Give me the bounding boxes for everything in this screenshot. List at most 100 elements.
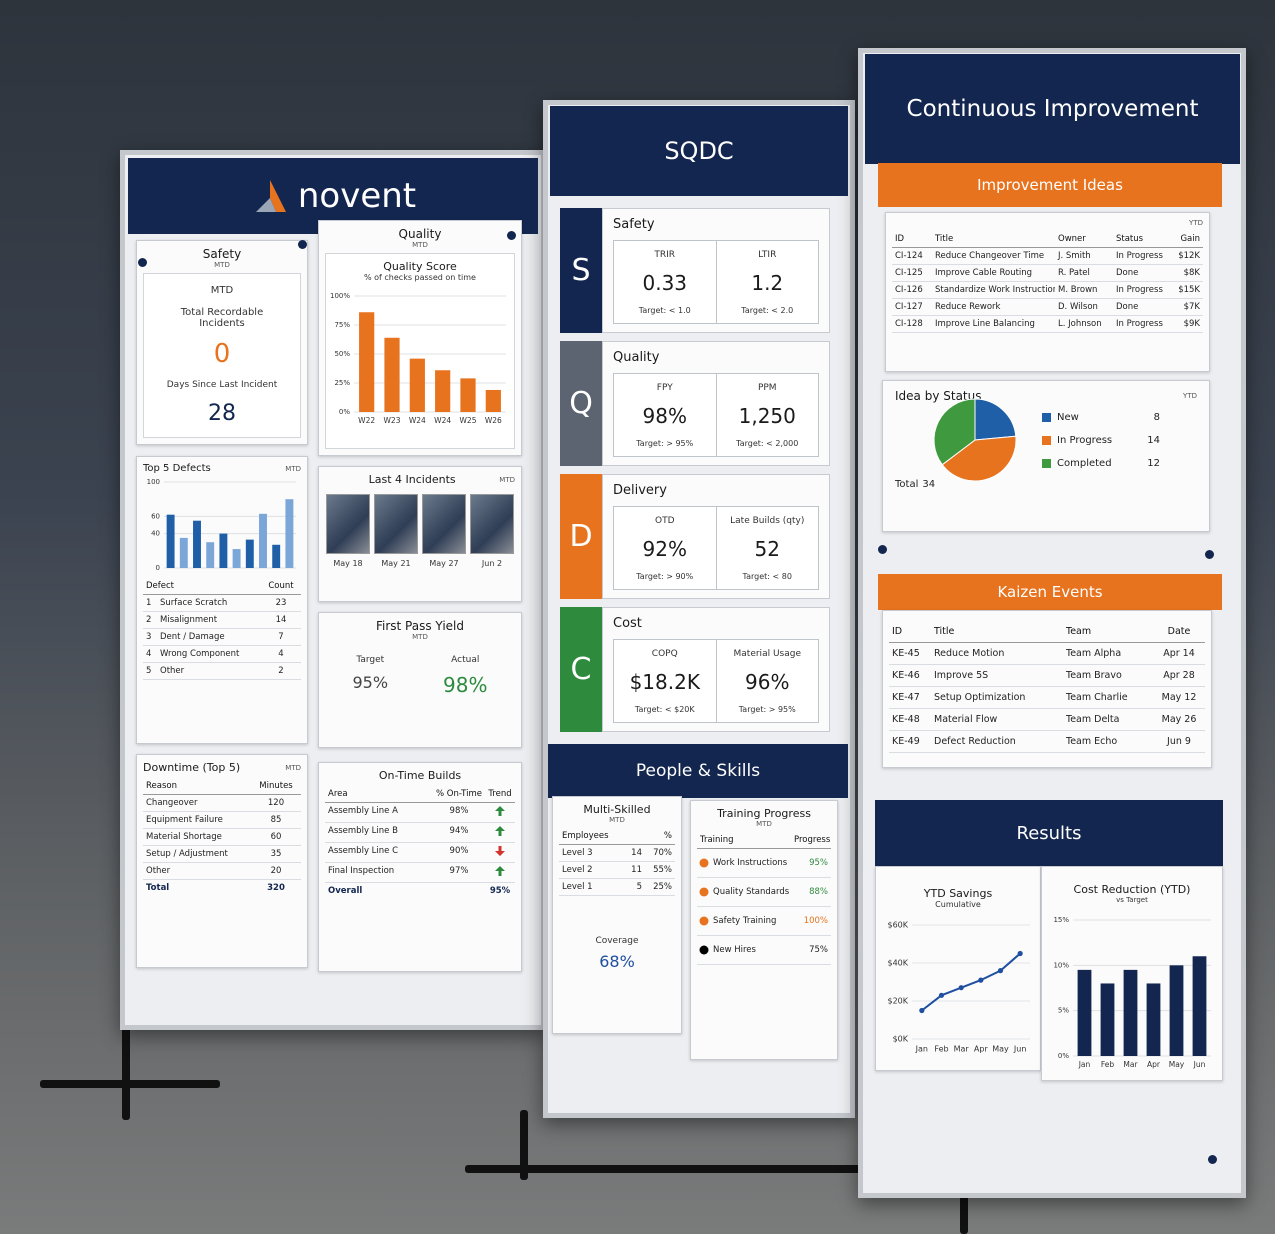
- pin: [878, 545, 887, 554]
- sqdc-row: Q Quality FPY 98% Target: > 95% PPM 1,250 Targe…: [560, 341, 830, 466]
- table-header: Owner: [1055, 231, 1113, 248]
- line: [921, 952, 1021, 1012]
- table-header: Title: [931, 621, 1063, 643]
- table-cell: 4: [143, 646, 157, 663]
- table-cell: 60: [251, 829, 301, 846]
- table-cell: Other: [143, 863, 251, 880]
- kaizen-header: Kaizen Events: [878, 574, 1222, 610]
- pie-slice: [941, 435, 1017, 482]
- table-cell: Apr 14: [1153, 643, 1205, 665]
- stand: [122, 1020, 130, 1120]
- icon: [699, 887, 709, 897]
- metric-label: COPQ: [651, 648, 678, 659]
- table-cell: 120: [251, 795, 301, 812]
- y-tick-label: 0%: [1058, 1052, 1069, 1060]
- title: On-Time Builds: [378, 769, 462, 782]
- label: Total Recordable Incidents: [180, 306, 264, 329]
- pie-row: New 8 In Progress 14 Completed 12: [895, 397, 1197, 483]
- icon: [699, 858, 709, 868]
- training-card: Training Progress MTD Training Progress Work…: [690, 800, 838, 1060]
- value: 0: [213, 339, 231, 370]
- legend-label: In Progress: [1057, 434, 1113, 446]
- ideas-header: Improvement Ideas: [878, 163, 1222, 207]
- sqdc-row: C Cost COPQ $18.2K Target: < $20K Material Us…: [560, 607, 830, 732]
- x-tick-label: Jan: [915, 1045, 928, 1054]
- legend-entry: Completed 12: [1042, 458, 1160, 469]
- x-tick-label: W24: [409, 416, 426, 425]
- bar: [384, 337, 400, 412]
- x-tick-label: W22: [358, 416, 375, 425]
- table: Reason Minutes Changeover 120 Equipment Fail…: [143, 778, 301, 896]
- table-cell: Team Delta: [1063, 709, 1153, 731]
- table-cell: Assembly Line A: [325, 803, 433, 823]
- ci-header: Continuous Improvement: [865, 54, 1240, 164]
- bar: [219, 533, 228, 568]
- savings-card: YTD Savings Cumulative $0K $20K $40K $60K Jan F…: [875, 866, 1041, 1071]
- period: MTD: [412, 241, 428, 249]
- table-cell: 95%: [791, 849, 831, 878]
- table-cell: In Progress: [1113, 248, 1169, 265]
- table-cell: Standardize Work Instructions: [932, 282, 1055, 299]
- sqdc-row: S Safety TRIR 0.33 Target: < 1.0 LTIR 1.2 Targe…: [560, 208, 830, 333]
- bar: [1169, 965, 1184, 1056]
- name: Cost: [613, 616, 642, 631]
- y-tick-label: 100: [147, 478, 160, 486]
- multi-card: Multi-Skilled MTD Employees% Level 3 14 70% Le…: [552, 796, 682, 1034]
- training-icon: [699, 945, 709, 955]
- table-header: Gain: [1169, 231, 1203, 248]
- y-tick-label: $60K: [887, 921, 908, 930]
- table-cell: 55%: [645, 862, 675, 879]
- y-tick-label: 100%: [330, 292, 350, 300]
- people-header: People & Skills: [548, 744, 848, 798]
- period: MTD: [756, 820, 772, 828]
- metric-target: Target: > 95%: [636, 438, 694, 448]
- letter: Q: [560, 341, 602, 466]
- trend-arrow: [495, 846, 505, 856]
- table-cell: Improve 5S: [931, 665, 1063, 687]
- sqdc-header: SQDC: [550, 106, 848, 196]
- table-cell: 85: [251, 812, 301, 829]
- letter: C: [560, 607, 602, 732]
- x-tick-label: W25: [460, 416, 477, 425]
- table-header: Title: [932, 231, 1055, 248]
- training-icon: [699, 858, 709, 868]
- table-cell: In Progress: [1113, 282, 1169, 299]
- y-tick-label: $40K: [887, 959, 908, 968]
- table-cell: 3: [143, 629, 157, 646]
- period: MTD: [609, 816, 625, 824]
- pin: [298, 240, 307, 249]
- values: Target 95% Actual 98%: [325, 655, 515, 697]
- line-chart: $0K $20K $40K $60K Jan Feb Mar Apr May Jun: [887, 921, 1030, 1054]
- safety-card: Safety MTD MTD Total Recordable Incidents 0 D…: [136, 240, 308, 445]
- table-cell: Team Echo: [1063, 731, 1153, 753]
- period: MTD: [214, 261, 230, 269]
- days-label: Days Since Last Incident: [166, 380, 278, 391]
- table-cell: In Progress: [1113, 316, 1169, 333]
- coverage: Coverage 68%: [595, 936, 638, 971]
- metrics: OTD 92% Target: > 90% Late Builds (qty) 52 Ta…: [613, 506, 819, 590]
- swatch: [1042, 458, 1051, 468]
- total-value: 34: [922, 479, 936, 490]
- incidents-card: Last 4 Incidents MTD May 18 May 21 May 27 Jun…: [318, 466, 522, 602]
- table-cell: 35: [251, 846, 301, 863]
- legend-value: 14: [1147, 434, 1160, 446]
- table-cell: Assembly Line C: [325, 843, 433, 863]
- bar-chart: 0% 25% 50% 75% 100% W22 W23 W24 W24 W25 W26: [330, 292, 506, 425]
- table-header: % On-Time: [433, 786, 485, 803]
- date: Jun 2: [481, 559, 503, 568]
- metrics: COPQ $18.2K Target: < $20K Material Usage 96…: [613, 639, 819, 723]
- actual-label: Actual: [451, 655, 480, 665]
- table-cell: Material Flow: [931, 709, 1063, 731]
- table-header: Training: [697, 832, 791, 849]
- y-tick-label: 10%: [1053, 961, 1069, 969]
- table-header: ID: [889, 621, 931, 643]
- swatch: [1042, 435, 1051, 445]
- trend-cell: [485, 803, 515, 823]
- bar-chart: 0 40 60 100: [147, 478, 296, 572]
- metric-label: OTD: [654, 515, 675, 526]
- x-tick-label: Mar: [954, 1045, 970, 1054]
- period: MTD: [499, 475, 515, 484]
- point: [997, 968, 1004, 974]
- table-cell: J. Smith: [1055, 248, 1113, 265]
- table-cell: Done: [1113, 299, 1169, 316]
